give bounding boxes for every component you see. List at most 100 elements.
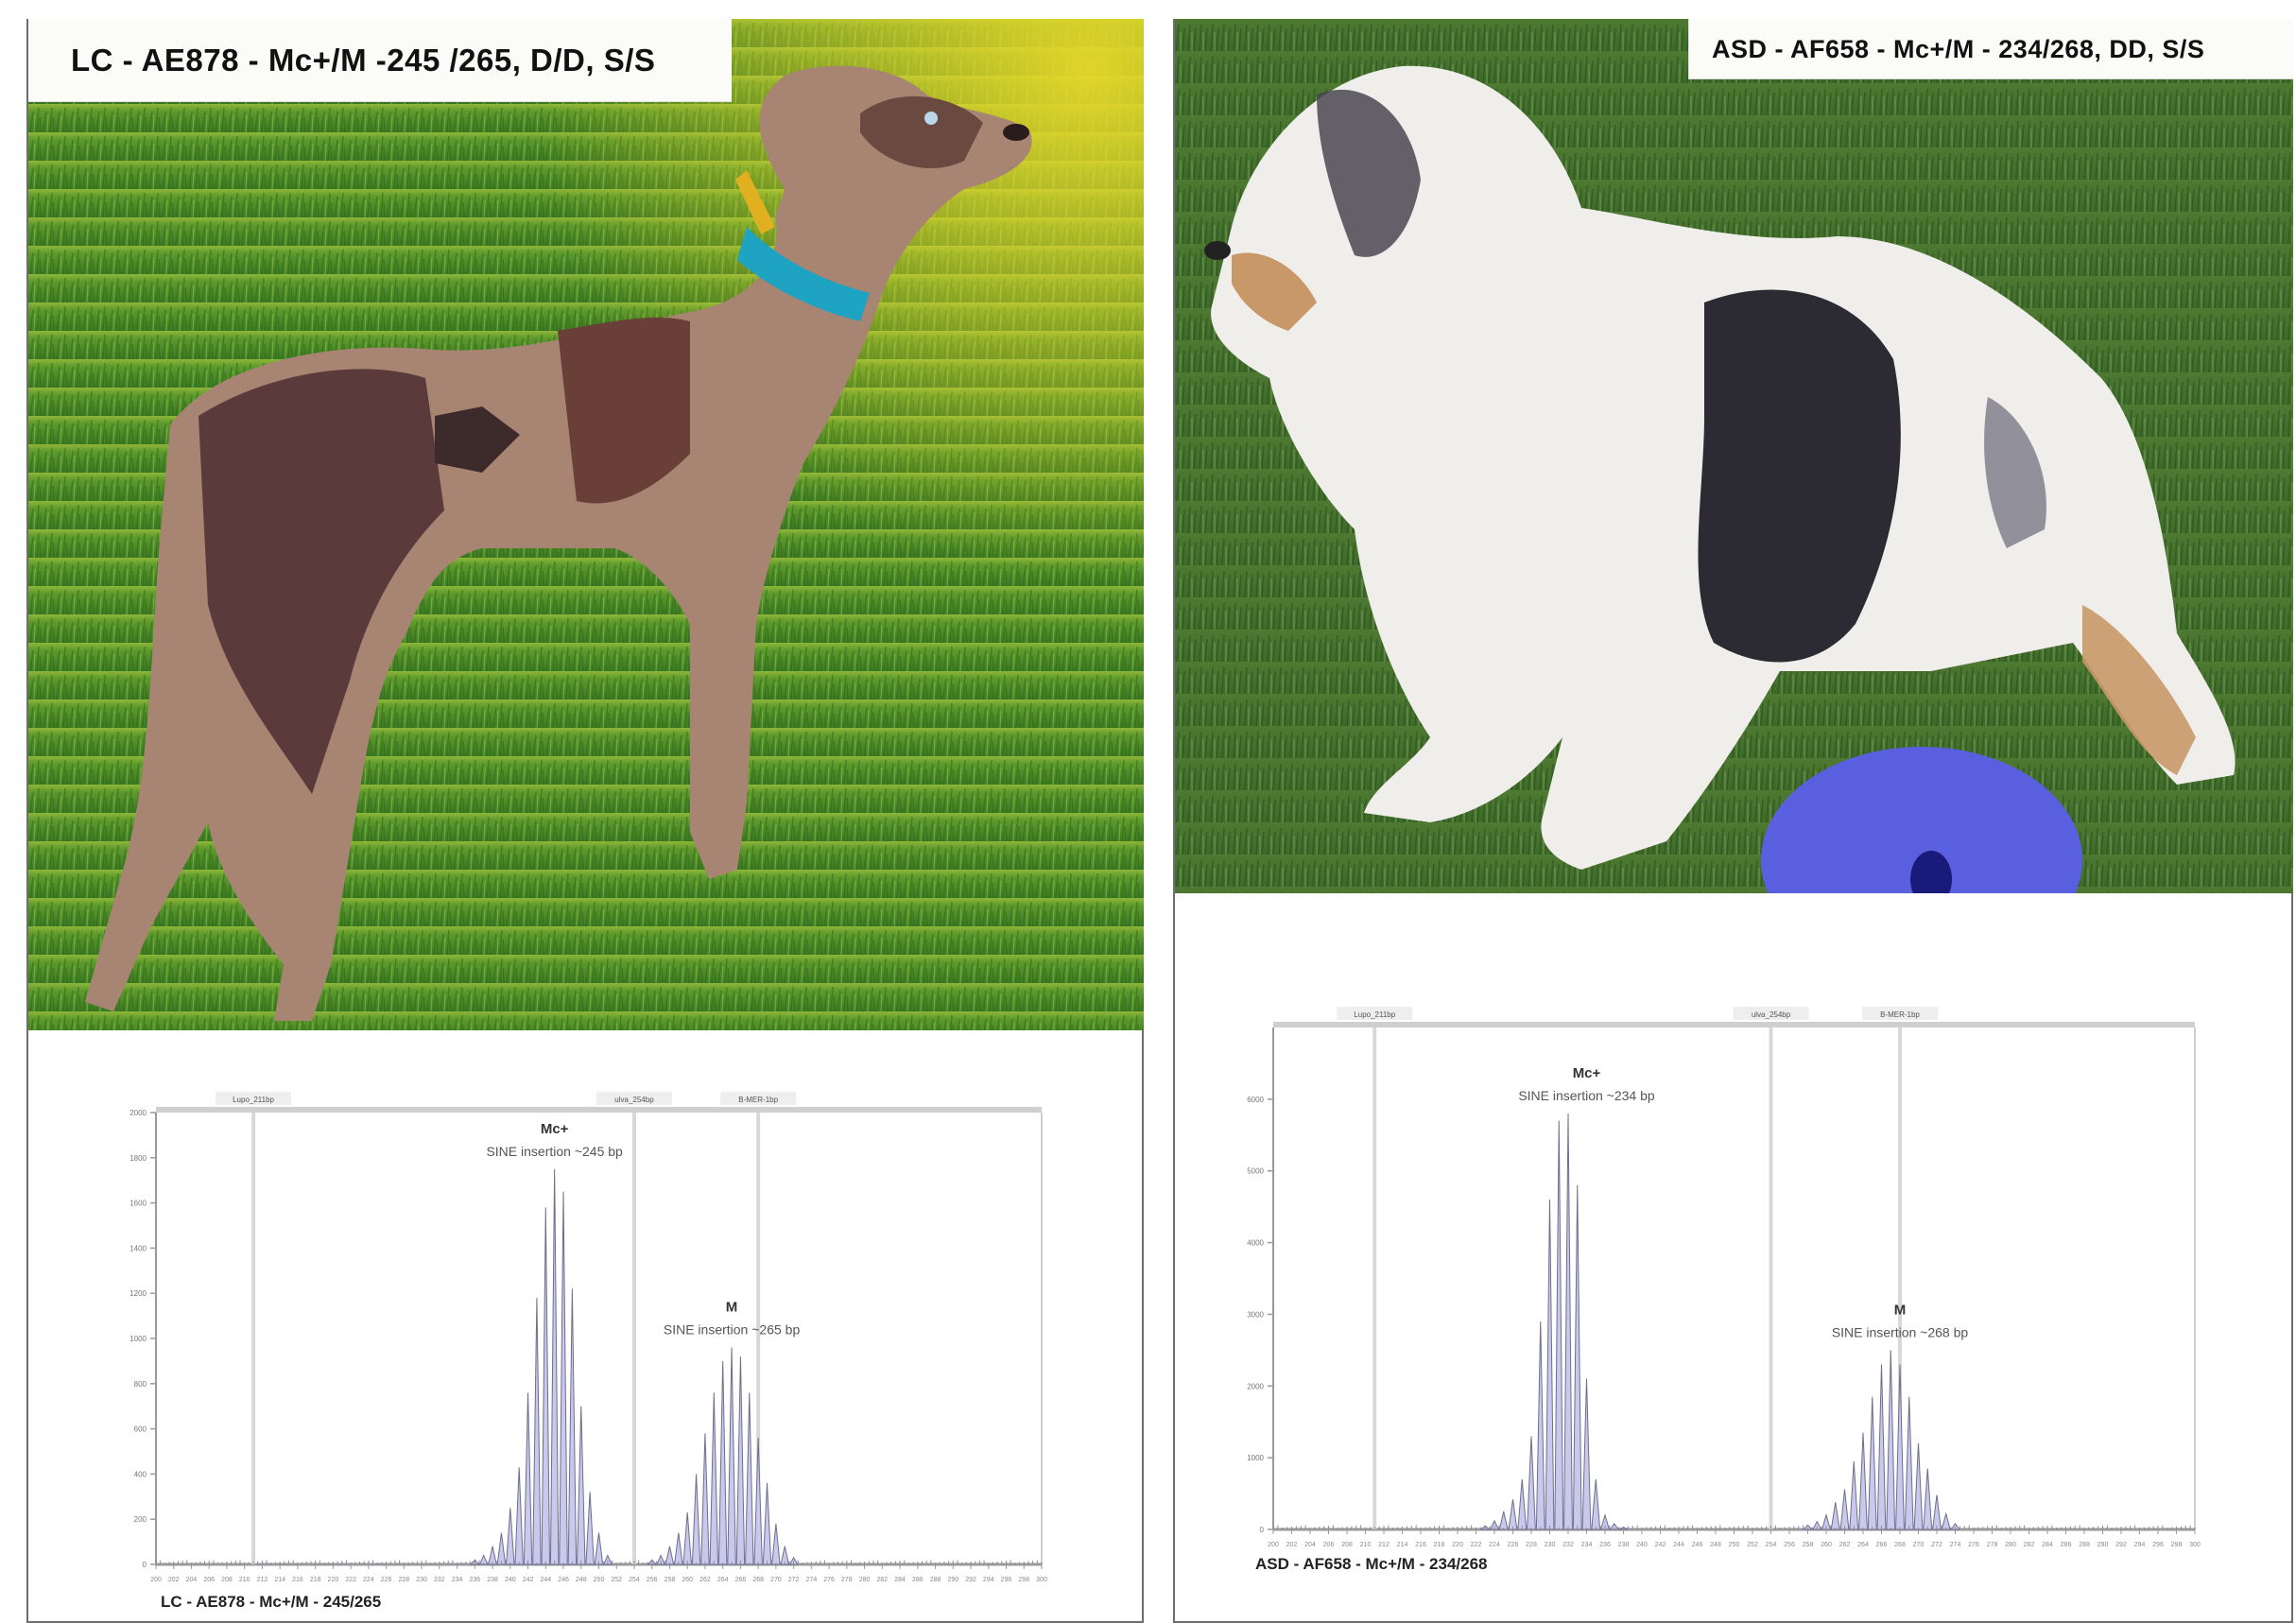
svg-text:200: 200 (1268, 1542, 1279, 1548)
svg-text:248: 248 (1710, 1542, 1721, 1548)
svg-text:270: 270 (1913, 1542, 1925, 1548)
svg-text:1200: 1200 (129, 1289, 147, 1298)
svg-text:M: M (726, 1300, 738, 1316)
svg-text:264: 264 (717, 1577, 729, 1583)
svg-text:260: 260 (682, 1577, 693, 1583)
svg-text:5000: 5000 (1247, 1167, 1264, 1176)
svg-text:296: 296 (2152, 1542, 2164, 1548)
svg-text:254: 254 (1766, 1542, 1777, 1548)
svg-text:200: 200 (150, 1577, 162, 1583)
svg-text:0: 0 (1260, 1526, 1265, 1534)
svg-text:204: 204 (186, 1577, 198, 1583)
svg-text:800: 800 (134, 1380, 147, 1389)
svg-text:230: 230 (416, 1577, 427, 1583)
svg-text:288: 288 (2079, 1542, 2090, 1548)
svg-text:264: 264 (1857, 1542, 1869, 1548)
svg-text:2000: 2000 (1247, 1382, 1264, 1390)
svg-text:M: M (1894, 1302, 1907, 1318)
svg-text:262: 262 (699, 1577, 711, 1583)
svg-text:238: 238 (1618, 1542, 1630, 1548)
svg-text:294: 294 (2134, 1542, 2146, 1548)
svg-text:280: 280 (2005, 1542, 2016, 1548)
svg-text:216: 216 (292, 1577, 303, 1583)
svg-text:248: 248 (576, 1577, 587, 1583)
svg-text:256: 256 (1784, 1542, 1795, 1548)
svg-text:240: 240 (505, 1577, 516, 1583)
svg-text:206: 206 (1323, 1542, 1335, 1548)
svg-text:278: 278 (841, 1577, 853, 1583)
svg-text:SINE insertion ~268 bp: SINE insertion ~268 bp (1832, 1324, 1969, 1339)
left-electropherogram: 0 200 400 600 800 1000 1200 1400 1600 1800 2000 200… (129, 1092, 1047, 1583)
svg-text:276: 276 (1968, 1542, 1979, 1548)
svg-text:4000: 4000 (1247, 1239, 1264, 1248)
svg-text:228: 228 (1526, 1542, 1537, 1548)
svg-text:300: 300 (1036, 1577, 1047, 1583)
svg-text:Mc+: Mc+ (541, 1121, 569, 1137)
svg-text:276: 276 (823, 1577, 835, 1583)
svg-text:ulva_254bp: ulva_254bp (1752, 1010, 1791, 1019)
dog-shape (85, 65, 1032, 1021)
svg-text:258: 258 (1803, 1542, 1814, 1548)
svg-text:236: 236 (469, 1577, 480, 1583)
svg-text:296: 296 (1001, 1577, 1012, 1583)
svg-text:280: 280 (859, 1577, 871, 1583)
svg-text:252: 252 (1747, 1542, 1758, 1548)
svg-text:208: 208 (1341, 1542, 1353, 1548)
left-dog-photo: LC - AE878 - Mc+/M -245 /265, D/D, S/S (28, 19, 1144, 1030)
svg-text:286: 286 (2061, 1542, 2072, 1548)
svg-text:206: 206 (203, 1577, 215, 1583)
svg-text:SINE insertion ~245 bp: SINE insertion ~245 bp (486, 1144, 623, 1159)
svg-text:222: 222 (1471, 1542, 1482, 1548)
svg-text:224: 224 (363, 1577, 374, 1583)
svg-text:260: 260 (1821, 1542, 1832, 1548)
svg-text:1000: 1000 (129, 1335, 147, 1343)
svg-text:200: 200 (134, 1515, 147, 1524)
svg-text:262: 262 (1839, 1542, 1851, 1548)
svg-text:246: 246 (558, 1577, 569, 1583)
svg-text:224: 224 (1489, 1542, 1500, 1548)
svg-text:272: 272 (788, 1577, 800, 1583)
svg-text:256: 256 (647, 1577, 658, 1583)
svg-text:1600: 1600 (129, 1200, 147, 1208)
svg-text:298: 298 (2171, 1542, 2183, 1548)
svg-text:226: 226 (1508, 1542, 1519, 1548)
svg-text:232: 232 (434, 1577, 445, 1583)
svg-text:288: 288 (930, 1577, 941, 1583)
svg-text:258: 258 (665, 1577, 676, 1583)
svg-text:1000: 1000 (1247, 1454, 1264, 1462)
svg-text:202: 202 (1286, 1542, 1298, 1548)
svg-text:600: 600 (134, 1425, 147, 1434)
svg-text:286: 286 (912, 1577, 924, 1583)
svg-text:240: 240 (1636, 1542, 1648, 1548)
svg-text:226: 226 (381, 1577, 392, 1583)
left-dog-panel: LC - AE878 - Mc+/M -245 /265, D/D, S/S 0… (26, 19, 1144, 1623)
svg-text:234: 234 (452, 1577, 463, 1583)
svg-text:ulva_254bp: ulva_254bp (614, 1096, 654, 1104)
svg-text:B-MER-1bp: B-MER-1bp (1880, 1010, 1920, 1019)
svg-text:2000: 2000 (129, 1109, 147, 1117)
svg-text:244: 244 (540, 1577, 551, 1583)
left-chart-caption: LC - AE878 - Mc+/M - 245/265 (161, 1593, 382, 1611)
right-dog-photo: ASD - AF658 - Mc+/M - 234/268, DD, S/S (1175, 19, 2293, 893)
svg-text:214: 214 (1397, 1542, 1408, 1548)
svg-text:254: 254 (629, 1577, 640, 1583)
svg-text:212: 212 (257, 1577, 268, 1583)
svg-text:6000: 6000 (1247, 1096, 1264, 1104)
svg-text:238: 238 (487, 1577, 498, 1583)
svg-text:1800: 1800 (129, 1154, 147, 1163)
svg-text:268: 268 (1894, 1542, 1906, 1548)
svg-text:400: 400 (134, 1470, 147, 1478)
svg-text:274: 274 (1950, 1542, 1961, 1548)
svg-text:236: 236 (1599, 1542, 1611, 1548)
svg-text:SINE insertion ~265 bp: SINE insertion ~265 bp (664, 1322, 801, 1338)
puppy-shape (1204, 65, 2236, 871)
svg-text:284: 284 (894, 1577, 906, 1583)
svg-text:292: 292 (2115, 1542, 2127, 1548)
leopard-dog-photo-illustration (28, 19, 1144, 1030)
right-dog-label: ASD - AF658 - Mc+/M - 234/268, DD, S/S (1688, 19, 2293, 79)
svg-text:250: 250 (594, 1577, 605, 1583)
svg-text:272: 272 (1931, 1542, 1942, 1548)
svg-text:208: 208 (221, 1577, 233, 1583)
svg-text:3000: 3000 (1247, 1310, 1264, 1319)
svg-text:228: 228 (399, 1577, 410, 1583)
